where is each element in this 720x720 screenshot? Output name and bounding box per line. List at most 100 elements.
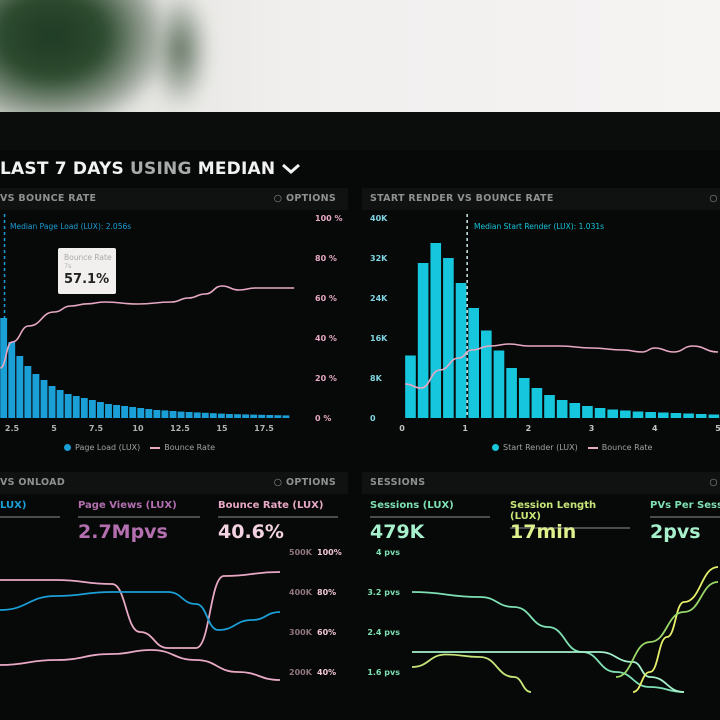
x-tick-label: 4 xyxy=(652,424,658,433)
kpi-label: Bounce Rate (LUX) xyxy=(218,500,338,518)
kpi-value: 479K xyxy=(370,521,425,543)
options-button[interactable]: ○ OPTIONS xyxy=(273,193,336,204)
kpi-label: Page Views (LUX) xyxy=(78,500,200,518)
histogram-bar xyxy=(56,390,64,418)
histogram-bar xyxy=(129,407,137,418)
histogram-bar xyxy=(569,403,581,418)
trend-line xyxy=(0,591,281,631)
x-tick-label: 5 xyxy=(715,424,720,433)
bounce-rate-line xyxy=(0,285,295,369)
trend-line xyxy=(411,653,532,693)
histogram-bar xyxy=(88,400,96,418)
histogram-bar xyxy=(695,414,707,418)
legend-dash xyxy=(150,446,161,449)
tooltip-sub: 7s xyxy=(64,262,72,270)
legend-dot xyxy=(492,444,499,451)
x-tick-label: 3 xyxy=(589,424,595,433)
y-tick-label: 100 % xyxy=(315,214,343,223)
histogram-bar xyxy=(0,318,8,418)
histogram-bar xyxy=(274,415,282,418)
histogram-bar xyxy=(582,406,593,418)
panel-title: SESSIONS xyxy=(370,477,426,488)
x-tick-label: 5 xyxy=(51,424,57,433)
histogram-bar xyxy=(266,415,274,418)
y-tick-label: 1.6 pvs xyxy=(367,668,400,677)
options-button[interactable]: ○ xyxy=(709,193,718,204)
histogram-bar xyxy=(645,412,656,418)
y-tick-label: 2.4 pvs xyxy=(367,628,400,637)
trend-line xyxy=(632,566,719,693)
y-tick-label: 8K xyxy=(370,374,383,383)
histogram-bar xyxy=(242,414,250,418)
histogram-bar xyxy=(80,398,88,418)
histogram-bar xyxy=(209,413,217,418)
options-button[interactable]: ○ OPTIONS xyxy=(273,477,336,488)
histogram-bar xyxy=(24,366,32,418)
histogram-bar xyxy=(121,406,129,418)
x-tick-label: 7.5 xyxy=(89,424,104,433)
y-tick-label: 24K xyxy=(370,294,388,303)
histogram-bar xyxy=(97,402,104,418)
kpi-value: 2pvs xyxy=(650,521,701,543)
kpi-label: Sessions (LUX) xyxy=(370,500,490,518)
y-tick-label: 20 % xyxy=(315,374,337,383)
legend-page-load: Page Load (LUX) Bounce Rate xyxy=(64,443,215,452)
histogram-bar xyxy=(32,374,40,418)
panel-header-sessions: SESSIONS ○ xyxy=(362,472,720,494)
histogram-bar xyxy=(708,414,720,418)
histogram-bar xyxy=(544,395,555,418)
y-tick-label: 40K xyxy=(370,214,388,223)
kpi-label: PVs Per Sessio xyxy=(650,500,720,518)
histogram-bar xyxy=(405,355,416,418)
histogram-bar xyxy=(556,400,568,418)
histogram-bar xyxy=(518,378,530,418)
title-part: MEDIAN xyxy=(197,159,276,179)
kpi-value: 2.7Mpvs xyxy=(78,521,168,543)
panel-header-start-render: START RENDER VS BOUNCE RATE ○ xyxy=(362,188,720,210)
histogram-bar xyxy=(193,412,201,418)
x-tick-label: 1 xyxy=(462,424,468,433)
kpi-value: 40.6% xyxy=(218,521,284,543)
kpi-label: Session Length (LUX) xyxy=(510,500,630,529)
legend-start-render: Start Render (LUX) Bounce Rate xyxy=(492,443,652,452)
histogram-bar xyxy=(531,388,543,418)
x-tick-label: 15 xyxy=(216,424,228,433)
kpi-label: LUX) xyxy=(0,500,60,518)
x-tick-label: 2 xyxy=(526,424,532,433)
options-label: OPTIONS xyxy=(285,193,336,204)
histogram-bar xyxy=(185,412,193,418)
histogram-bar xyxy=(217,413,225,418)
histogram-bar xyxy=(201,412,209,418)
histogram-bar xyxy=(113,405,120,418)
y-tick-label: 200K xyxy=(289,668,313,677)
histogram-bar xyxy=(657,412,669,418)
histogram-bar xyxy=(137,408,145,418)
histogram-bar xyxy=(258,414,266,418)
histogram-bar xyxy=(430,243,442,418)
y-tick-label: 60 % xyxy=(315,294,337,303)
y-tick-label: 40 % xyxy=(315,334,337,343)
panel-header-onload: VS ONLOAD ○ OPTIONS xyxy=(0,472,348,494)
legend-label: Page Load (LUX) xyxy=(75,443,141,452)
median-annotation: Median Page Load (LUX): 2.056s xyxy=(10,222,132,231)
histogram-bar xyxy=(161,410,169,418)
y-tick-label: 400K xyxy=(289,588,313,597)
x-tick-label: 12.5 xyxy=(170,424,190,433)
chevron-down-icon[interactable] xyxy=(281,163,301,175)
histogram-bar xyxy=(493,350,505,418)
options-button[interactable]: ○ xyxy=(709,477,718,488)
top-bar xyxy=(0,112,720,150)
trend-line xyxy=(411,591,685,693)
histogram-bar xyxy=(40,380,48,418)
panel-title: VS ONLOAD xyxy=(0,477,66,488)
histogram-bar xyxy=(145,409,153,418)
histogram-bar xyxy=(8,342,16,418)
plant-blur xyxy=(0,0,160,120)
panel-title: VS BOUNCE RATE xyxy=(0,193,97,204)
bounce-rate-line xyxy=(405,343,719,389)
title-part: USING xyxy=(130,159,192,179)
histogram-bar xyxy=(443,258,454,418)
legend-label: Bounce Rate xyxy=(164,443,216,452)
date-range-selector[interactable]: LAST 7 DAYS USING MEDIAN xyxy=(0,159,301,179)
